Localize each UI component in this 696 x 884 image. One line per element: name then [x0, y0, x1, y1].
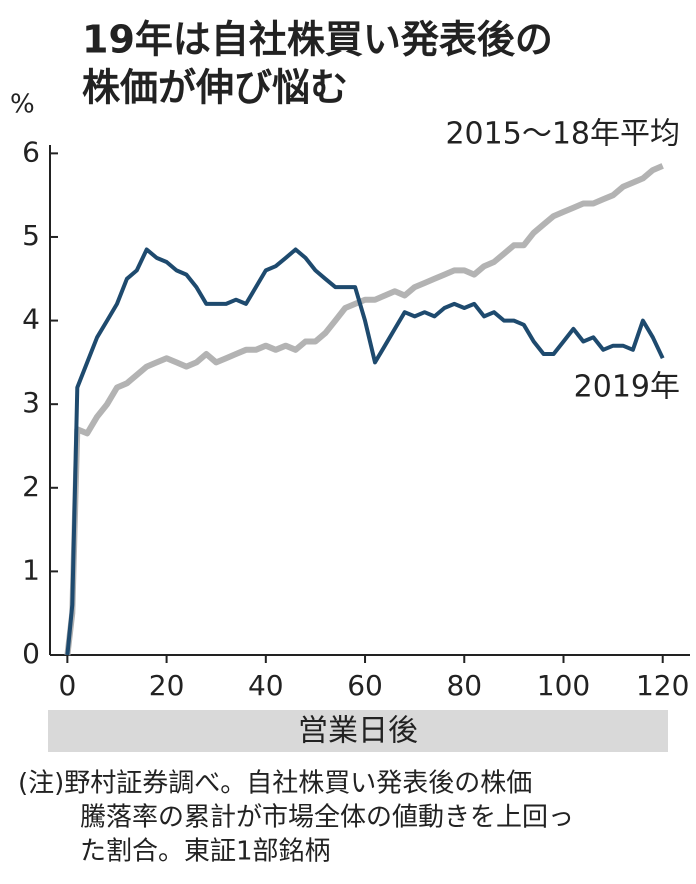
note: (注)野村証券調べ。自社株買い発表後の株価 — [18, 769, 532, 799]
chart-title: 19年は自社株買い発表後の — [82, 18, 553, 62]
note: た割合。東証1部銘柄 — [80, 837, 331, 867]
x-tick-label: 120 — [636, 669, 689, 702]
series-line — [65, 247, 665, 656]
series-label: 2015～18年平均 — [445, 117, 680, 152]
x-tick-label: 20 — [149, 669, 185, 702]
x-tick-label: 60 — [347, 669, 383, 702]
series-label: 2019年 — [574, 370, 680, 405]
chart-title: 株価が伸び悩む — [82, 66, 348, 110]
x-label-band — [48, 710, 668, 752]
x-axis-label: 営業日後 — [298, 714, 418, 749]
series-line — [64, 163, 664, 656]
note: 騰落率の累計が市場全体の値動きを上回っ — [80, 803, 574, 833]
x-tick-label: 0 — [58, 669, 76, 702]
y-tick-label: 3 — [22, 386, 40, 419]
y-tick-label: 2 — [22, 470, 40, 503]
y-tick-label: 6 — [22, 135, 40, 168]
y-axis-label: % — [10, 90, 35, 120]
y-tick-label: 4 — [22, 303, 40, 336]
x-tick-label: 100 — [537, 669, 590, 702]
x-tick-label: 80 — [446, 669, 482, 702]
y-tick-label: 1 — [22, 553, 40, 586]
y-tick-label: 5 — [22, 219, 40, 252]
y-tick-label: 0 — [22, 637, 40, 670]
x-tick-label: 40 — [248, 669, 284, 702]
